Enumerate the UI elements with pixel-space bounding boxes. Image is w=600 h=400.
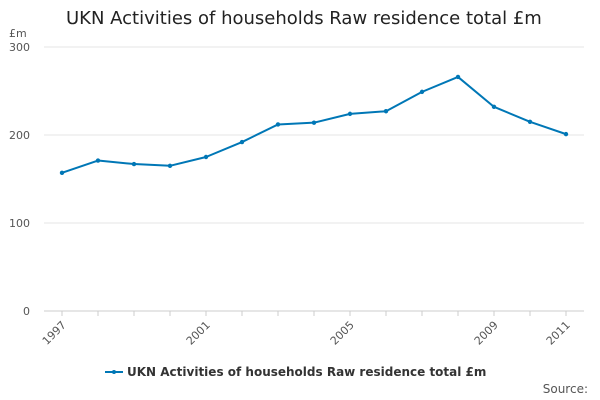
x-tick-label-2001: 2001	[184, 319, 213, 348]
data-point-2007	[419, 89, 425, 95]
data-point-1999	[131, 161, 137, 167]
data-point-1998	[95, 158, 101, 163]
data-point-2010	[527, 119, 533, 125]
y-tick-label-100: 100	[9, 217, 30, 230]
data-point-2006	[383, 109, 389, 114]
data-point-2009	[491, 104, 497, 110]
source-label: Source:	[542, 382, 588, 396]
x-tick-label-2009: 2009	[472, 319, 501, 348]
data-point-2004	[311, 120, 317, 125]
series-layer	[59, 74, 569, 176]
legend-line-marker-icon	[105, 367, 123, 377]
y-tick-label-300: 300	[9, 41, 30, 54]
y-axis-unit-label: £m	[9, 27, 27, 40]
data-point-2000	[167, 163, 173, 168]
data-point-2001	[203, 154, 209, 160]
axes: 0 100 200 300 1997 2001 2005 2009 2011	[9, 41, 584, 348]
data-point-2003	[275, 122, 281, 127]
legend: UKN Activities of households Raw residen…	[105, 365, 486, 379]
x-tick-label-1997: 1997	[40, 319, 69, 348]
data-point-2011	[563, 131, 569, 137]
data-point-2008	[455, 74, 461, 80]
grid-lines	[44, 46, 584, 224]
x-tick-label-2005: 2005	[328, 319, 357, 348]
data-point-2005	[347, 111, 353, 117]
y-tick-label-0: 0	[23, 305, 30, 318]
y-tick-label-200: 200	[9, 129, 30, 142]
x-tick-label-2011: 2011	[544, 319, 573, 348]
data-point-2002	[239, 139, 245, 145]
data-point-1997	[59, 170, 65, 176]
chart-title: UKN Activities of households Raw residen…	[66, 8, 542, 29]
legend-label: UKN Activities of households Raw residen…	[127, 365, 487, 379]
